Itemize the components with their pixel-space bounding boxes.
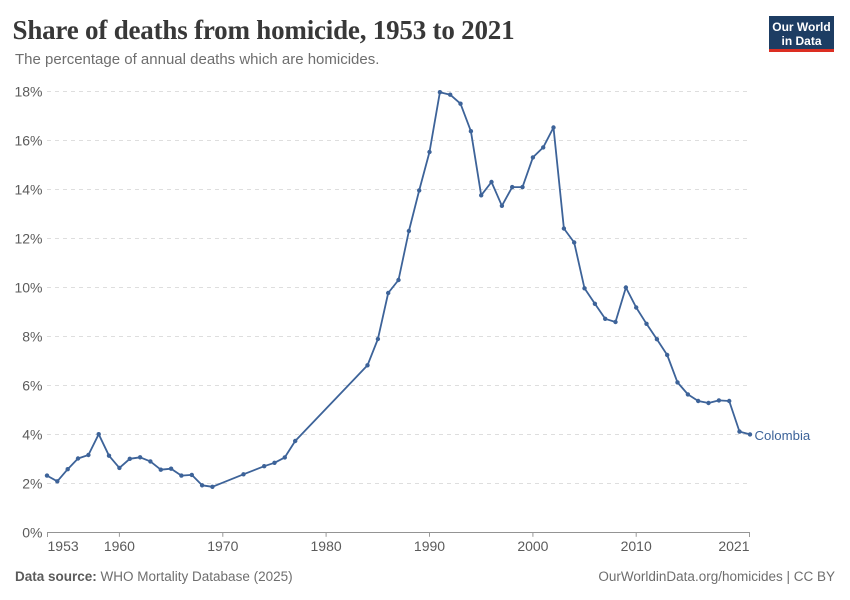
svg-text:2010: 2010 bbox=[621, 538, 652, 554]
svg-text:2000: 2000 bbox=[517, 538, 548, 554]
svg-text:2021: 2021 bbox=[718, 538, 749, 554]
svg-text:2%: 2% bbox=[22, 475, 42, 491]
svg-text:0%: 0% bbox=[22, 524, 42, 540]
svg-text:Colombia: Colombia bbox=[755, 428, 811, 443]
svg-text:4%: 4% bbox=[22, 426, 42, 442]
svg-text:8%: 8% bbox=[22, 328, 42, 344]
svg-text:1960: 1960 bbox=[104, 538, 135, 554]
svg-text:16%: 16% bbox=[14, 132, 42, 148]
svg-text:1990: 1990 bbox=[414, 538, 445, 554]
svg-text:10%: 10% bbox=[14, 279, 42, 295]
svg-text:1980: 1980 bbox=[311, 538, 342, 554]
svg-text:6%: 6% bbox=[22, 377, 42, 393]
svg-text:12%: 12% bbox=[14, 230, 42, 246]
svg-text:14%: 14% bbox=[14, 181, 42, 197]
svg-text:1970: 1970 bbox=[207, 538, 238, 554]
svg-text:18%: 18% bbox=[14, 83, 42, 99]
svg-text:1953: 1953 bbox=[48, 538, 79, 554]
